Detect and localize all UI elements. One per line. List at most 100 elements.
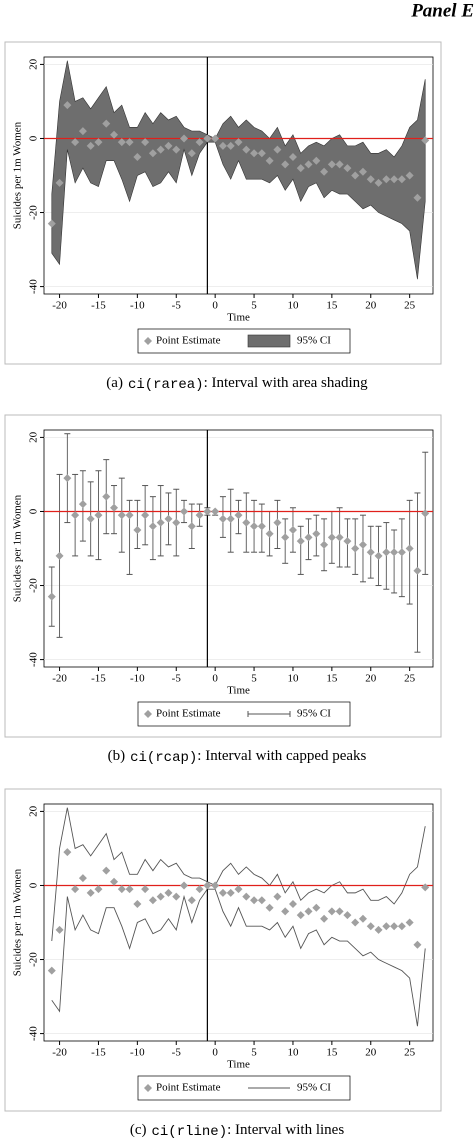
- point-estimate: [94, 138, 103, 147]
- point-estimate: [195, 138, 204, 147]
- x-tick-label: -5: [172, 300, 182, 312]
- x-tick-label: -5: [172, 673, 182, 685]
- point-estimate: [343, 537, 352, 546]
- x-tick-label: -15: [91, 300, 106, 312]
- point-estimate: [187, 149, 196, 158]
- y-tick-label: -20: [28, 578, 40, 593]
- x-tick-label: -15: [91, 673, 106, 685]
- legend-box: [137, 1075, 351, 1101]
- x-tick-label: -15: [91, 1047, 106, 1059]
- caption-part: : Interval with capped peaks: [197, 748, 366, 764]
- point-estimate: [172, 518, 181, 527]
- legend-box: [137, 701, 351, 727]
- point-estimate: [187, 896, 196, 905]
- point-estimate: [125, 511, 134, 520]
- y-tick-label: 20: [28, 58, 40, 70]
- point-estimate: [180, 134, 189, 143]
- point-estimate: [141, 138, 150, 147]
- point-estimate: [211, 134, 220, 143]
- point-estimate: [156, 145, 165, 154]
- point-estimate: [413, 940, 422, 949]
- point-estimate: [195, 511, 204, 520]
- point-estimate: [117, 885, 126, 894]
- point-estimate: [156, 518, 165, 527]
- point-estimate: [110, 503, 119, 512]
- point-estimate: [55, 925, 64, 934]
- point-estimate: [86, 514, 95, 523]
- point-estimate: [374, 551, 383, 560]
- x-tick-label: 15: [326, 300, 338, 312]
- point-estimate: [78, 127, 87, 136]
- point-estimate: [421, 509, 430, 518]
- y-tick-label: 20: [28, 805, 40, 817]
- point-estimate: [265, 529, 274, 538]
- legend-label: 95% CI: [297, 335, 331, 347]
- point-estimate: [141, 511, 150, 520]
- legend-marker: [144, 337, 152, 345]
- x-tick-label: 20: [365, 300, 377, 312]
- point-estimate: [55, 178, 64, 187]
- legend-label: 95% CI: [297, 708, 331, 720]
- point-estimate: [358, 167, 367, 176]
- point-estimate: [320, 540, 329, 549]
- point-estimate: [218, 141, 227, 150]
- point-estimate: [421, 883, 430, 892]
- chart-panel: -40 -20 0 20 -20 -15 -10 -5 0 5 10 15 20 25 Time Suicid…: [4, 41, 442, 393]
- point-estimate: [47, 966, 56, 975]
- point-estimate: [351, 171, 360, 180]
- point-estimate: [71, 138, 80, 147]
- legend-marker: [144, 1084, 152, 1092]
- y-tick-label: -40: [28, 1026, 40, 1041]
- point-estimate: [312, 156, 321, 165]
- point-estimate: [187, 522, 196, 531]
- point-estimate: [71, 885, 80, 894]
- x-tick-label: 25: [404, 1047, 416, 1059]
- point-estimate: [343, 911, 352, 920]
- x-tick-label: 20: [365, 1047, 377, 1059]
- point-estimate: [63, 474, 72, 483]
- point-estimate: [421, 136, 430, 145]
- y-tick-label: -20: [28, 205, 40, 220]
- point-estimate: [413, 193, 422, 202]
- point-estimate: [312, 529, 321, 538]
- legend-label: Point Estimate: [156, 335, 221, 347]
- point-estimate: [195, 885, 204, 894]
- point-estimate: [250, 522, 259, 531]
- point-estimate: [288, 152, 297, 161]
- point-estimate: [203, 507, 212, 516]
- point-estimate: [397, 175, 406, 184]
- point-estimate: [281, 907, 290, 916]
- point-estimate: [71, 511, 80, 520]
- point-estimate: [242, 518, 251, 527]
- x-tick-label: -10: [130, 673, 145, 685]
- ci-line: [51, 807, 426, 942]
- point-estimate: [304, 160, 313, 169]
- legend-label: 95% CI: [297, 1082, 331, 1094]
- point-estimate: [413, 566, 422, 575]
- legend-box: [137, 328, 351, 354]
- x-tick-label: -20: [52, 673, 67, 685]
- y-tick-label: 0: [28, 508, 40, 514]
- point-estimate: [94, 511, 103, 520]
- y-tick-label: 0: [28, 135, 40, 141]
- point-estimate: [55, 551, 64, 560]
- point-estimate: [281, 160, 290, 169]
- point-estimate: [164, 888, 173, 897]
- ci-line: [51, 888, 426, 1027]
- x-tick-label: -20: [52, 300, 67, 312]
- caption-part: (c): [130, 1122, 147, 1138]
- point-estimate: [374, 925, 383, 934]
- point-estimate: [343, 164, 352, 173]
- point-estimate: [382, 175, 391, 184]
- point-estimate: [218, 514, 227, 523]
- chart-panel: -40 -20 0 20 -20 -15 -10 -5 0 5 10 15 20 25 Time Suicid…: [4, 414, 442, 766]
- point-estimate: [234, 885, 243, 894]
- legend-marker: [144, 710, 152, 718]
- point-estimate: [117, 138, 126, 147]
- point-estimate: [226, 141, 235, 150]
- point-estimate: [273, 145, 282, 154]
- point-estimate: [102, 119, 111, 128]
- x-tick-label: -10: [130, 300, 145, 312]
- point-estimate: [172, 145, 181, 154]
- point-estimate: [296, 911, 305, 920]
